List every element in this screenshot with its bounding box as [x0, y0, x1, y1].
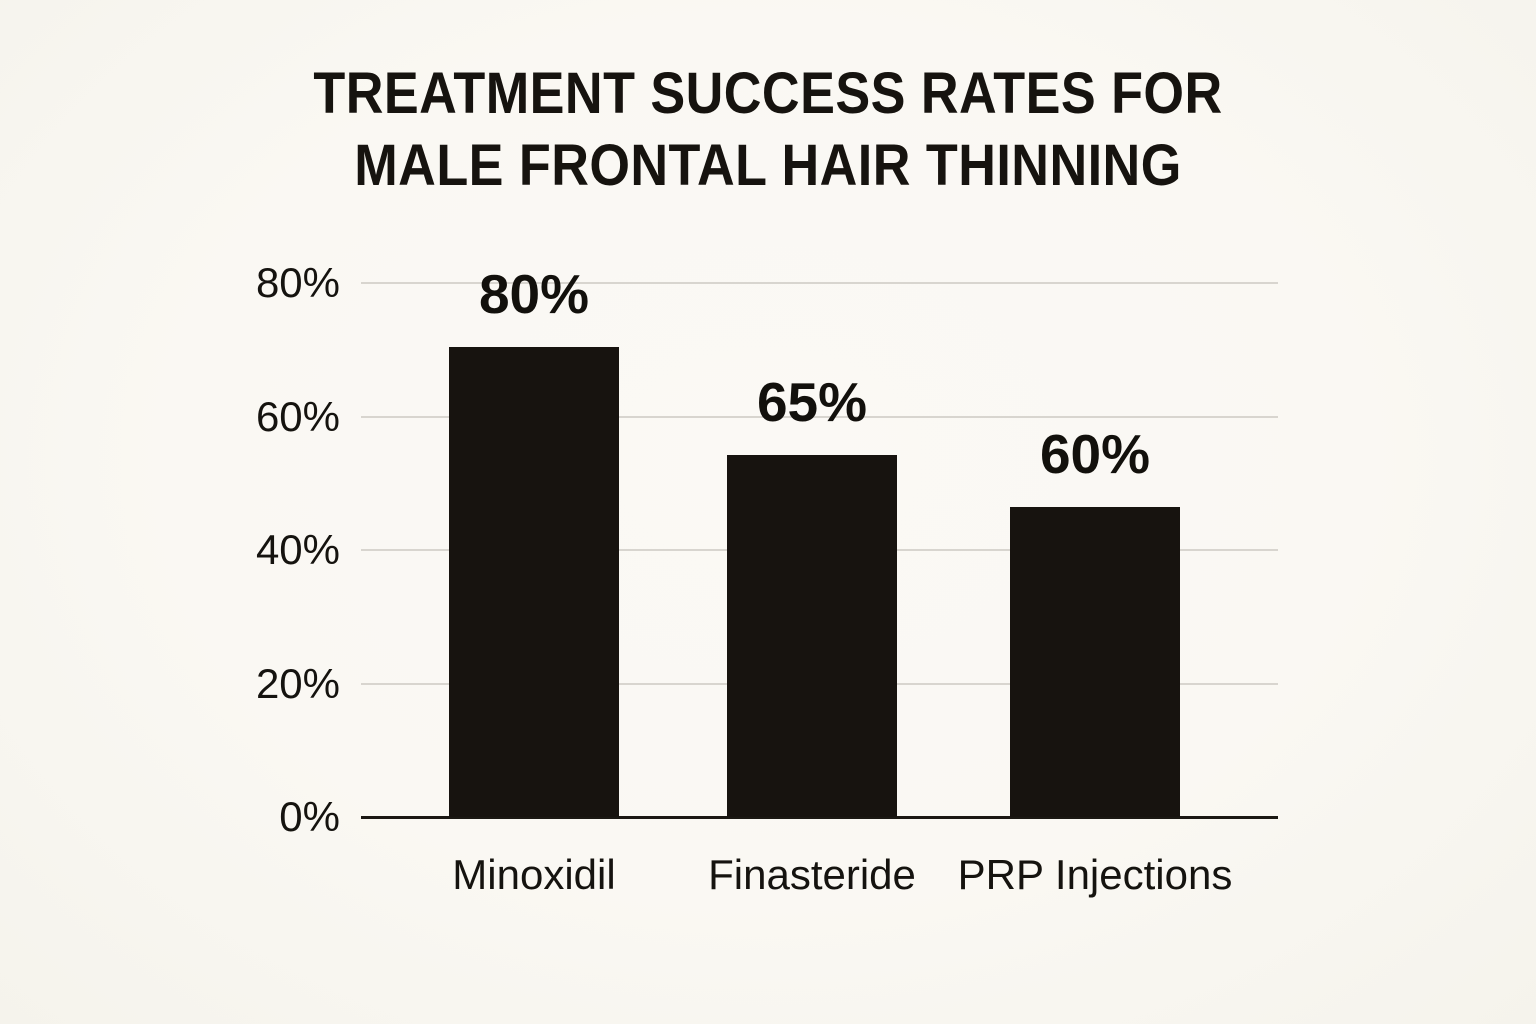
y-tick-label-20: 20% [255, 659, 340, 707]
value-label-finasteride: 65% [756, 371, 868, 434]
y-tick-label-60: 60% [255, 392, 340, 440]
category-label-finasteride: Finasteride [708, 851, 916, 898]
category-label-prp-injections: PRP Injections [957, 851, 1233, 898]
value-label-prp-injections: 60% [1039, 423, 1151, 486]
chart-title-line-1: TREATMENT SUCCESS RATES FOR [313, 61, 1223, 126]
y-tick-label-80: 80% [255, 259, 340, 306]
chart-title-line-2: MALE FRONTAL HAIR THINNING [354, 133, 1182, 198]
chart-title: TREATMENT SUCCESS RATES FOR MALE FRONTAL… [77, 58, 1459, 202]
y-tick-label-40: 40% [255, 526, 340, 573]
category-label-minoxidil: Minoxidil [452, 851, 616, 898]
x-axis-line [361, 816, 1278, 819]
y-tick-label-0: 0% [279, 793, 340, 840]
gridline-60 [361, 415, 1278, 418]
bar-prp-injections [1010, 507, 1180, 817]
value-label-minoxidil: 80% [478, 263, 590, 326]
gridline-80 [361, 282, 1278, 284]
bar-finasteride [727, 455, 897, 817]
bar-minoxidil [449, 347, 619, 817]
